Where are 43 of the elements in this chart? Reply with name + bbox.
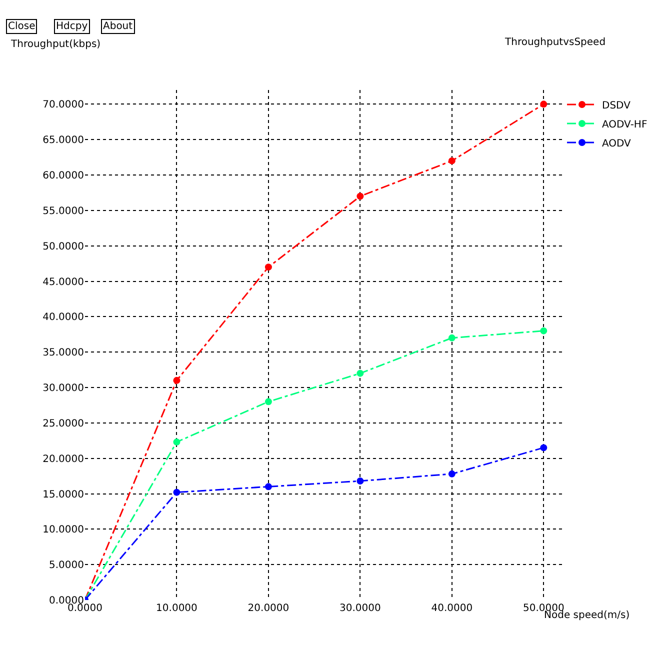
point <box>264 398 272 406</box>
point <box>173 376 180 384</box>
point <box>448 157 456 164</box>
point <box>356 370 364 377</box>
x-tick-label: 30.0000 <box>340 603 381 614</box>
x-tick-label: 20.0000 <box>248 603 290 614</box>
point <box>540 444 548 452</box>
y-tick-label: 50.0000 <box>42 241 84 252</box>
text: About <box>103 21 133 32</box>
text: Hdcpy <box>56 21 88 32</box>
y-tick-label: 30.0000 <box>42 383 84 394</box>
y-tick-label: 25.0000 <box>42 418 84 430</box>
y-tick-label: 70.0000 <box>42 100 84 111</box>
x-tick-label: 10.0000 <box>156 603 198 614</box>
legend-label: AODV-HF <box>602 119 648 130</box>
y-tick-label: 55.0000 <box>42 206 84 217</box>
point <box>264 264 272 271</box>
y-tick-label: 45.0000 <box>42 276 84 288</box>
point <box>356 192 364 200</box>
y-tick-label: 15.0000 <box>42 489 84 500</box>
point <box>540 100 548 108</box>
y-tick-label: 20.0000 <box>42 454 84 465</box>
x-tick-label: 40.0000 <box>431 603 473 614</box>
y-tick-label: 35.0000 <box>42 348 84 359</box>
x-tick-label: 0.0000 <box>68 603 102 614</box>
point <box>448 470 456 478</box>
point <box>540 327 548 334</box>
legend-label: DSDV <box>602 100 631 112</box>
y-axis-title: Throughput(kbps) <box>10 39 101 50</box>
point <box>264 483 272 490</box>
text: Close <box>8 21 36 32</box>
y-tick-label: 60.0000 <box>42 170 84 182</box>
point <box>448 334 456 342</box>
point <box>173 488 180 496</box>
y-tick-label: 5.0000 <box>49 560 84 572</box>
point <box>173 438 180 446</box>
chart-title: ThroughputvsSpeed <box>504 37 606 48</box>
y-tick-label: 65.0000 <box>42 135 84 146</box>
y-tick-label: 10.0000 <box>42 524 84 536</box>
legend-label: AODV <box>602 138 632 150</box>
x-axis-title: Node speed(m/s) <box>544 610 630 621</box>
y-tick-label: 40.0000 <box>42 312 84 324</box>
point <box>356 478 364 484</box>
